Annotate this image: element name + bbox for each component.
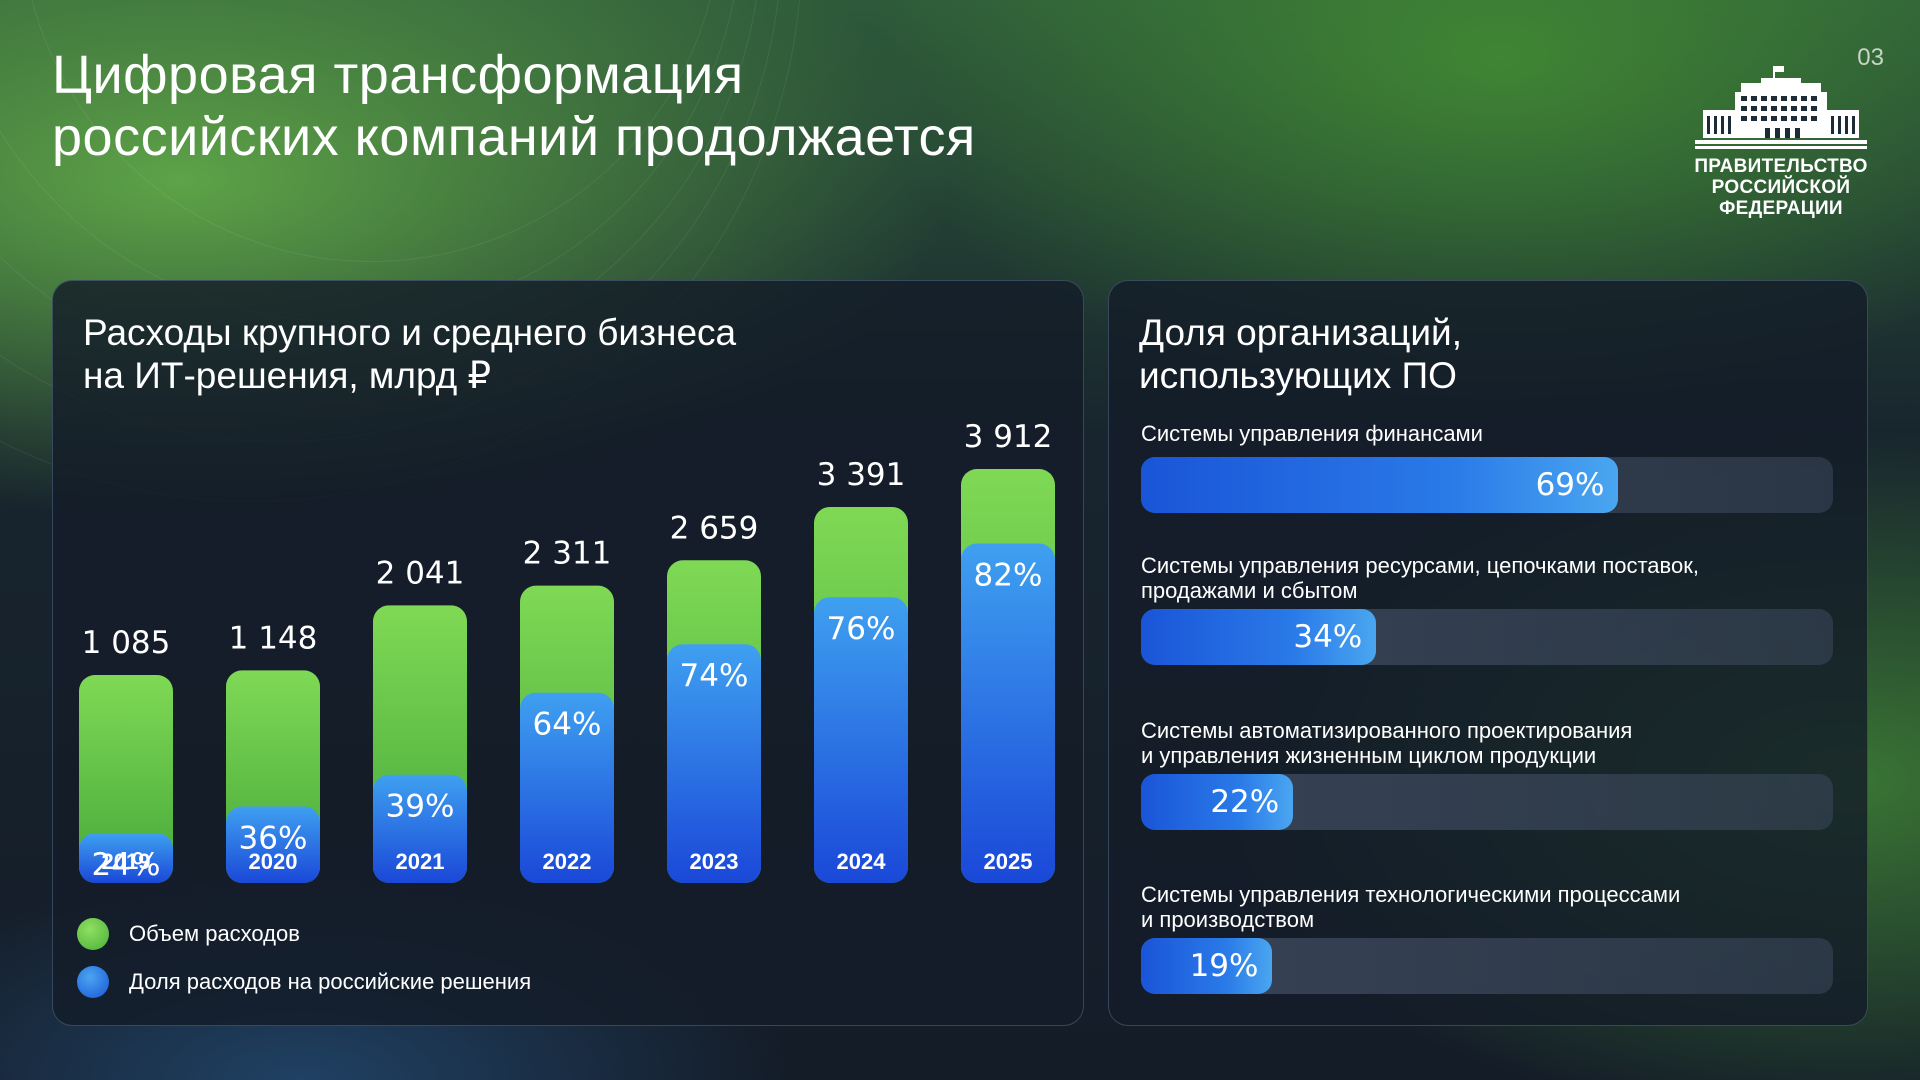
bar-share-label: 64% bbox=[533, 707, 602, 743]
hbar-value-label: 69% bbox=[1535, 467, 1605, 503]
bar-share bbox=[520, 692, 614, 883]
hbar-fill: 69% bbox=[1141, 457, 1619, 513]
hbar-item: Системы автоматизированного проектирован… bbox=[1141, 718, 1833, 830]
bar-share-label: 24% bbox=[92, 847, 161, 883]
hbar-fill: 22% bbox=[1141, 774, 1294, 830]
bar-value-label: 3 912 bbox=[964, 419, 1053, 455]
bar-share bbox=[961, 543, 1055, 883]
software-usage-title-line: использующих ПО bbox=[1139, 355, 1457, 396]
hbar-track: 19% bbox=[1141, 938, 1833, 994]
hbar-label: Системы управления финансами bbox=[1141, 421, 1833, 446]
bar-year-label: 2021 bbox=[396, 849, 445, 874]
slide-title-line: Цифровая трансформация bbox=[52, 45, 744, 105]
bar-share bbox=[79, 833, 173, 883]
bar-share bbox=[814, 597, 908, 883]
logo-text-line: ПРАВИТЕЛЬСТВО bbox=[1694, 156, 1868, 177]
government-building-icon bbox=[1695, 66, 1867, 149]
bar-share bbox=[667, 644, 761, 883]
hbar-value-label: 22% bbox=[1210, 784, 1280, 820]
hbar-item: Системы управления ресурсами, цепочками … bbox=[1141, 553, 1833, 665]
bar-value-label: 1 085 bbox=[82, 625, 171, 661]
legend-item-share: Доля расходов на российские решения bbox=[77, 965, 531, 999]
bar-value-label: 1 148 bbox=[229, 620, 318, 656]
logo-text-line: РОССИЙСКОЙ bbox=[1711, 177, 1851, 198]
hbar-track: 34% bbox=[1141, 609, 1833, 665]
bar-volume bbox=[79, 675, 173, 883]
software-usage-title: Доля организаций, использующих ПО bbox=[1139, 311, 1462, 397]
it-spending-bar-chart: 1 085 24%2019 1 148 36%2020 2 041 39% 2021 2 31… bbox=[79, 419, 1055, 883]
bar-share-label: 74% bbox=[680, 658, 749, 694]
hbar-fill: 34% bbox=[1141, 609, 1377, 665]
bar-value-label: 2 041 bbox=[376, 555, 465, 591]
bar-value-label: 2 311 bbox=[523, 536, 612, 572]
bar-share bbox=[226, 806, 320, 883]
legend-dot-blue bbox=[77, 966, 109, 998]
hbar-item: Системы управления технологическими проц… bbox=[1141, 882, 1833, 994]
bar-year-label: 2023 bbox=[690, 849, 739, 874]
bar-share-label: 36% bbox=[239, 820, 308, 856]
slide-title: Цифровая трансформация российских компан… bbox=[52, 44, 976, 168]
bar-share-label: 82% bbox=[974, 558, 1043, 594]
software-usage-title-line: Доля организаций, bbox=[1139, 312, 1463, 353]
bar-value-label: 3 391 bbox=[817, 457, 906, 493]
bar-share bbox=[373, 774, 467, 883]
hbar-label-line: продажами и сбытом bbox=[1141, 578, 1358, 603]
legend-label: Доля расходов на российские решения bbox=[129, 969, 532, 994]
legend-dot-green bbox=[77, 918, 109, 950]
hbar-label-line: и управления жизненным циклом продукции bbox=[1141, 743, 1597, 768]
hbar-track: 69% bbox=[1141, 457, 1833, 513]
bar-year-label: 2022 bbox=[543, 849, 592, 874]
slide-title-line: российских компаний продолжается bbox=[52, 107, 976, 167]
hbar-fill: 19% bbox=[1141, 938, 1273, 994]
software-usage-panel: Доля организаций, использующих ПО Систем… bbox=[1108, 280, 1868, 1026]
legend-item-volume: Объем расходов bbox=[77, 917, 531, 951]
hbar-value-label: 19% bbox=[1189, 948, 1259, 984]
legend: Объем расходов Доля расходов на российск… bbox=[77, 917, 531, 999]
it-spending-title-line: на ИТ-решения, млрд ₽ bbox=[83, 355, 492, 396]
it-spending-title-line: Расходы крупного и среднего бизнеса bbox=[83, 312, 737, 353]
hbar-item: Системы управления финансами 69% bbox=[1141, 421, 1833, 513]
it-spending-panel: Расходы крупного и среднего бизнеса на И… bbox=[52, 280, 1084, 1026]
bar-year-label: 2025 bbox=[984, 849, 1033, 874]
hbar-label: Системы управления ресурсами, цепочками … bbox=[1141, 553, 1833, 603]
hbar-label-line: и производством bbox=[1141, 907, 1315, 932]
bar-share-label: 39% bbox=[386, 789, 455, 825]
bar-year-label: 2019 bbox=[102, 849, 151, 874]
bar-year-label: 2020 bbox=[249, 849, 298, 874]
hbar-label-line: Системы управления ресурсами, цепочками … bbox=[1141, 553, 1699, 578]
logo-text-line: ФЕДЕРАЦИИ bbox=[1719, 198, 1843, 219]
hbar-label-line: Системы управления финансами bbox=[1141, 421, 1483, 446]
government-logo: ПРАВИТЕЛЬСТВО РОССИЙСКОЙ ФЕДЕРАЦИИ bbox=[1686, 66, 1876, 219]
page-number: 03 bbox=[1857, 44, 1884, 71]
hbar-track: 22% bbox=[1141, 774, 1833, 830]
hbar-label: Системы управления технологическими проц… bbox=[1141, 882, 1833, 932]
bar-share-label: 76% bbox=[827, 611, 896, 647]
bar-year-label: 2024 bbox=[837, 849, 887, 874]
it-spending-title: Расходы крупного и среднего бизнеса на И… bbox=[83, 311, 736, 397]
hbar-label-line: Системы автоматизированного проектирован… bbox=[1141, 718, 1633, 743]
hbar-label-line: Системы управления технологическими проц… bbox=[1141, 882, 1681, 907]
logo-text: ПРАВИТЕЛЬСТВО РОССИЙСКОЙ ФЕДЕРАЦИИ bbox=[1686, 156, 1876, 219]
hbar-value-label: 34% bbox=[1293, 619, 1363, 655]
legend-label: Объем расходов bbox=[129, 921, 300, 946]
hbar-label: Системы автоматизированного проектирован… bbox=[1141, 718, 1833, 768]
bar-value-label: 2 659 bbox=[670, 510, 759, 546]
